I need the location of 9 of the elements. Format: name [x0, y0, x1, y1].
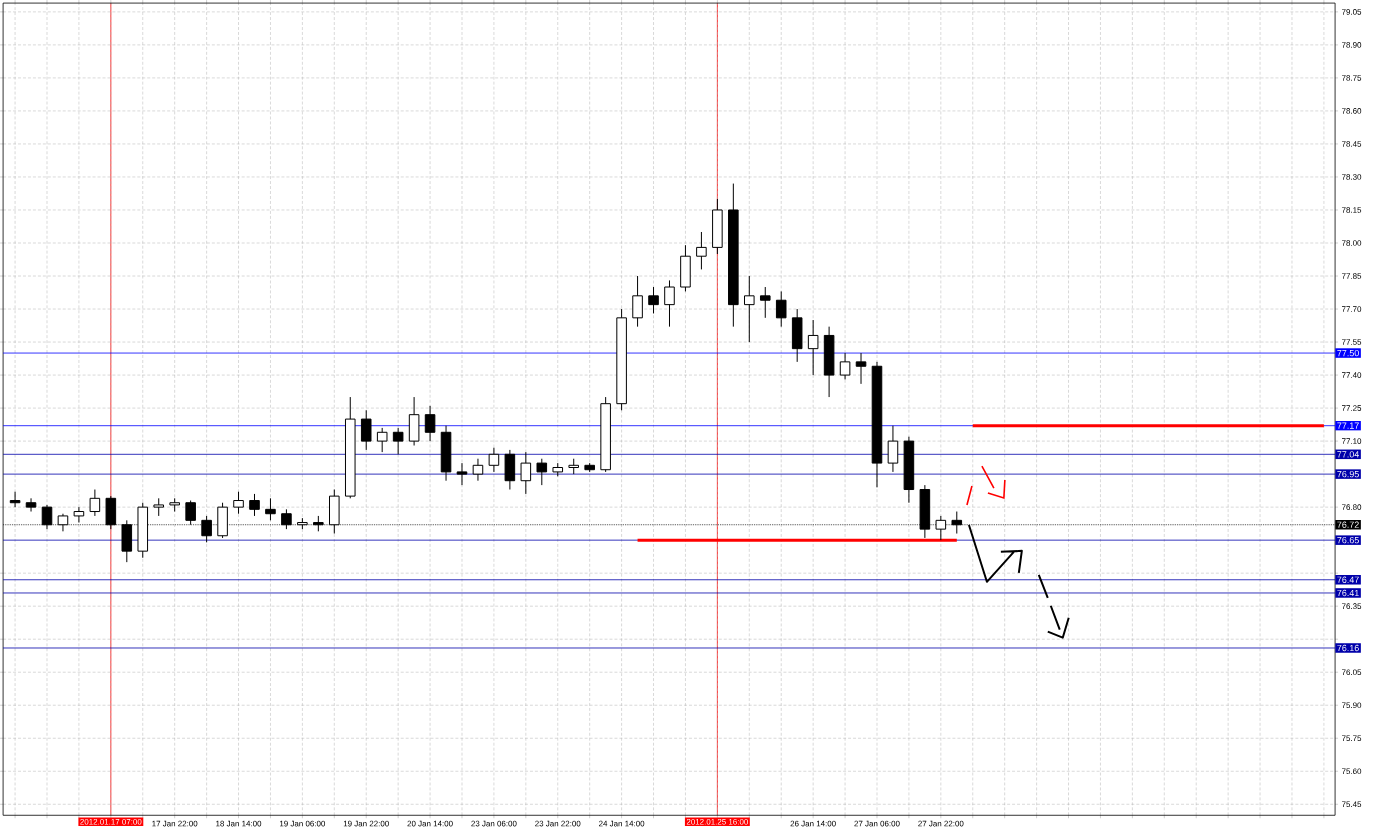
ref-line-label: 76.72 — [1337, 521, 1359, 528]
ref-line-label: 77.50 — [1337, 349, 1359, 357]
ref-line-label: 76.16 — [1337, 644, 1359, 652]
ref-line-label: 76.47 — [1337, 576, 1359, 583]
ref-line-label: 77.04 — [1337, 451, 1359, 458]
ref-line-label: 76.95 — [1337, 470, 1359, 478]
ref-line-label: 76.41 — [1337, 589, 1359, 597]
ref-line-label: 76.65 — [1337, 536, 1359, 544]
ref-line-label: 77.17 — [1337, 422, 1359, 429]
